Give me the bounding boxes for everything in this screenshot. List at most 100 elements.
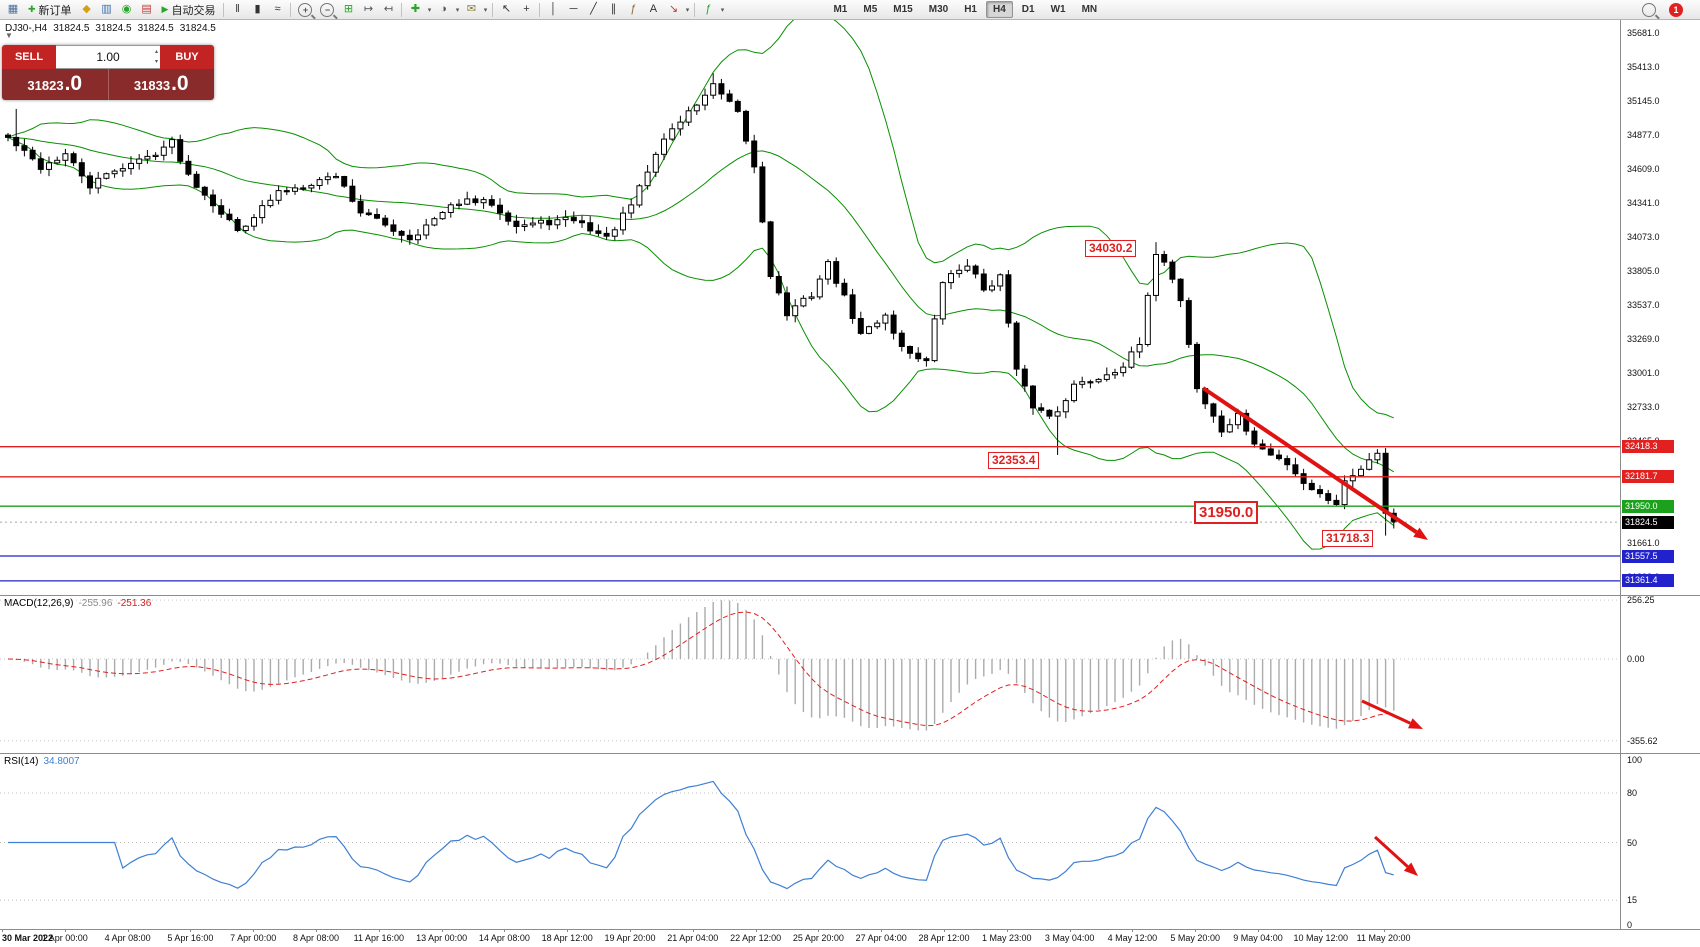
rsi-panel-canvas[interactable]	[0, 753, 1620, 929]
trend-arrow[interactable]	[1201, 386, 1428, 540]
candle-body	[1267, 448, 1274, 456]
macd-axis-tick: 256.25	[1627, 595, 1655, 606]
trend-arrow[interactable]	[1373, 835, 1418, 876]
timeframe-button-h4[interactable]: H4	[985, 1, 1013, 18]
sell-button[interactable]: SELL	[2, 45, 56, 69]
fibonacci-icon[interactable]: ƒ	[630, 3, 637, 15]
market-watch-icon[interactable]: ▥	[101, 3, 112, 15]
price-level-badge: 31950.0	[1622, 499, 1674, 513]
bar-chart-mode-icon[interactable]: ‖	[235, 3, 240, 15]
price-axis-tick: 33537.0	[1627, 299, 1660, 310]
chart-window-icon[interactable]: ▦	[7, 3, 19, 15]
buy-price: 31833.0	[133, 72, 189, 95]
text-label-icon[interactable]: A	[649, 3, 658, 15]
price-axis-tick: 35681.0	[1627, 27, 1660, 38]
price-annotation-label[interactable]: 32353.4	[988, 452, 1040, 469]
candle-body	[144, 155, 151, 160]
auto-trading-button[interactable]: ▶ 自动交易	[161, 4, 216, 17]
candle-body	[562, 216, 569, 221]
time-axis-label: 25 Apr 20:00	[792, 933, 844, 943]
candle-body	[374, 214, 380, 219]
candle-body	[1153, 254, 1159, 296]
channel-icon[interactable]: ∥	[610, 3, 617, 15]
main-chart-canvas[interactable]	[0, 20, 1620, 595]
time-axis-label: 5 Apr 16:00	[167, 933, 214, 943]
candle-body	[1341, 480, 1348, 506]
timeframe-button-m15[interactable]: M15	[893, 4, 913, 15]
candle-body	[226, 213, 233, 221]
timeframe-button-m5[interactable]: M5	[863, 4, 878, 15]
price-annotation-label[interactable]: 31718.3	[1322, 530, 1374, 547]
candle-body	[1062, 400, 1069, 413]
dropdown-caret-icon[interactable]: ▾	[720, 6, 725, 14]
candle-body	[1046, 409, 1053, 417]
price-axis[interactable]: 35681.0 35413.0 35145.0 34877.0 34609.0 34341…	[1620, 20, 1700, 930]
rsi-panel-separator[interactable]	[0, 753, 1700, 754]
data-window-icon[interactable]: ▤	[141, 3, 152, 15]
timeframe-button-m30[interactable]: M30	[928, 4, 949, 15]
candle-body	[775, 276, 782, 294]
search-icon[interactable]	[1642, 2, 1656, 17]
candle-body	[415, 234, 421, 241]
horizontal-line-icon[interactable]: ─	[569, 3, 578, 15]
indicators-list-icon[interactable]: ƒ	[705, 3, 712, 15]
volume-increase-button[interactable]: ▴	[154, 49, 158, 55]
price-annotation-label[interactable]: 31950.0	[1194, 501, 1259, 524]
price-axis-tick: 34341.0	[1627, 197, 1660, 208]
candle-body	[201, 186, 208, 196]
zoom-out-icon[interactable]: −	[320, 2, 335, 17]
candle-body	[587, 222, 594, 232]
tile-windows-icon[interactable]: ⊞	[343, 3, 354, 15]
timeframe-button-m1[interactable]: M1	[833, 4, 848, 15]
candle-body	[579, 220, 585, 224]
candle-body	[816, 278, 823, 298]
time-axis-tick-mark	[378, 929, 380, 932]
timeframe-button-w1[interactable]: W1	[1050, 4, 1066, 15]
buy-button[interactable]: BUY	[160, 45, 214, 69]
candle-body	[939, 282, 946, 320]
candle-body	[259, 205, 266, 219]
dropdown-caret-icon[interactable]: ▾	[685, 6, 690, 14]
auto-scroll-icon[interactable]: ↦	[363, 3, 374, 15]
candle-body	[529, 222, 536, 226]
zoom-in-icon[interactable]: +	[298, 2, 313, 17]
line-chart-mode-icon[interactable]: ≈	[274, 3, 281, 15]
candle-body	[808, 296, 815, 299]
trend-arrow[interactable]	[1361, 699, 1423, 729]
add-indicator-icon[interactable]: ✚	[410, 3, 421, 15]
notification-badge[interactable]: 1	[1669, 2, 1683, 17]
candle-body	[5, 134, 11, 138]
trendline-icon[interactable]: ╱	[590, 3, 597, 15]
candle-body	[743, 110, 749, 142]
time-axis-tick-mark	[1132, 929, 1134, 932]
dropdown-caret-icon[interactable]: ▾	[427, 6, 432, 14]
candle-chart-mode-icon[interactable]: ▮	[254, 3, 261, 15]
candle-body	[825, 261, 831, 280]
trade-panel-collapse-arrow[interactable]: ▼	[5, 31, 13, 40]
signals-icon[interactable]: ◉	[121, 3, 132, 15]
periods-icon[interactable]: ◑	[440, 3, 447, 15]
time-axis[interactable]: 30 Mar 2022 1 Apr 00:00 4 Apr 08:00 5 Apr 1…	[0, 929, 1700, 947]
timeframe-button-mn[interactable]: MN	[1081, 4, 1098, 15]
vertical-line-icon[interactable]: │	[550, 3, 557, 15]
templates-icon[interactable]: ✉	[466, 3, 477, 15]
macd-panel-canvas[interactable]	[0, 595, 1620, 753]
volume-value: 1.00	[96, 50, 120, 64]
macd-panel-separator[interactable]	[0, 595, 1700, 596]
chart-shift-icon[interactable]: ↤	[383, 3, 394, 15]
volume-decrease-button[interactable]: ▾	[154, 59, 158, 65]
quotes-icon[interactable]: ◆	[82, 3, 91, 15]
dropdown-caret-icon[interactable]: ▾	[483, 6, 488, 14]
volume-input[interactable]: 1.00 ▴ ▾	[56, 45, 160, 69]
arrows-tool-icon[interactable]: ↘	[668, 3, 679, 15]
timeframe-button-h1[interactable]: H1	[964, 4, 977, 15]
price-annotation-label[interactable]: 34030.2	[1085, 240, 1137, 257]
timeframe-button-d1[interactable]: D1	[1021, 4, 1035, 15]
candle-body	[488, 199, 495, 206]
crosshair-icon[interactable]: +	[523, 3, 530, 15]
cursor-icon[interactable]: ↖	[501, 3, 512, 15]
time-axis-label: 18 Apr 12:00	[541, 933, 593, 943]
new-order-button[interactable]: ✚ 新订单	[28, 4, 72, 17]
dropdown-caret-icon[interactable]: ▾	[455, 6, 460, 14]
candle-body	[1276, 454, 1282, 460]
